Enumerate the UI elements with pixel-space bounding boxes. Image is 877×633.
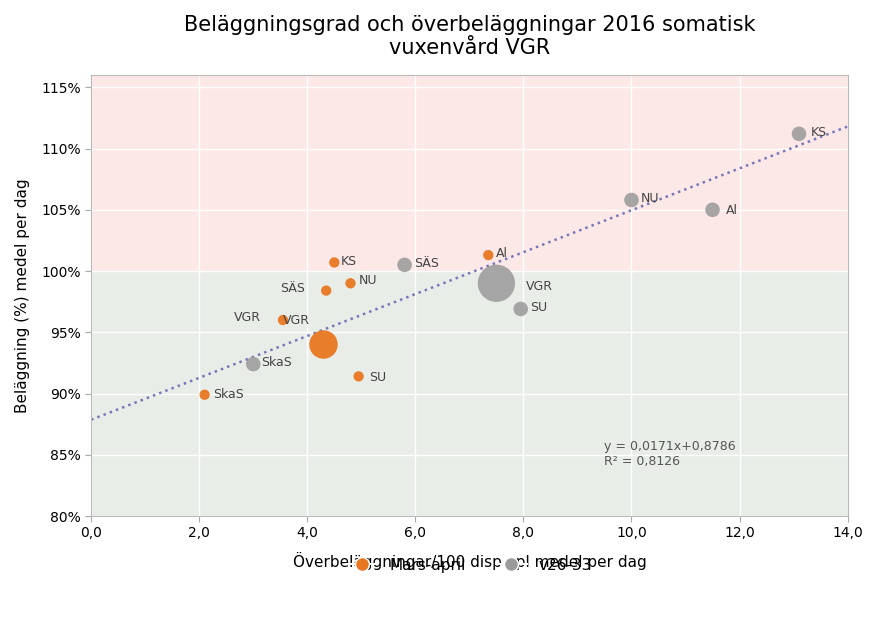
Text: NU: NU xyxy=(640,192,659,205)
X-axis label: Överbeläggningar/100 disp vpl medel per dag: Överbeläggningar/100 disp vpl medel per … xyxy=(292,551,645,570)
Point xyxy=(246,359,260,369)
Point xyxy=(513,304,527,314)
Text: NU: NU xyxy=(358,274,377,287)
Y-axis label: Beläggning (%) medel per dag: Beläggning (%) medel per dag xyxy=(15,179,30,413)
Point xyxy=(705,204,719,215)
Text: y = 0,0171x+0,8786
R² = 0,8126: y = 0,0171x+0,8786 R² = 0,8126 xyxy=(603,440,735,468)
Point xyxy=(275,315,289,325)
Legend: Mars-april, v26-33: Mars-april, v26-33 xyxy=(340,552,598,579)
Point xyxy=(343,279,357,289)
Bar xyxy=(91,75,846,271)
Text: SU: SU xyxy=(369,371,386,384)
Text: Al: Al xyxy=(725,204,738,218)
Point xyxy=(316,339,330,349)
Point xyxy=(351,372,365,382)
Point xyxy=(327,258,341,268)
Text: VGR: VGR xyxy=(282,313,310,327)
Text: KS: KS xyxy=(340,254,357,268)
Point xyxy=(481,250,495,260)
Point xyxy=(197,390,211,400)
Point xyxy=(397,260,411,270)
Point xyxy=(624,195,638,205)
Text: VGR: VGR xyxy=(234,311,261,324)
Text: SÄS: SÄS xyxy=(414,257,438,270)
Point xyxy=(791,128,805,139)
Text: SkaS: SkaS xyxy=(212,388,243,401)
Bar xyxy=(91,271,846,516)
Text: SkaS: SkaS xyxy=(261,356,292,370)
Point xyxy=(488,279,503,289)
Text: SÄS: SÄS xyxy=(280,282,305,295)
Text: VGR: VGR xyxy=(525,280,553,294)
Text: Al: Al xyxy=(496,248,508,260)
Text: SU: SU xyxy=(530,301,547,314)
Text: KS: KS xyxy=(810,126,826,139)
Title: Beläggningsgrad och överbeläggningar 2016 somatisk
vuxenvård VGR: Beläggningsgrad och överbeläggningar 201… xyxy=(183,15,754,58)
Point xyxy=(319,285,333,296)
